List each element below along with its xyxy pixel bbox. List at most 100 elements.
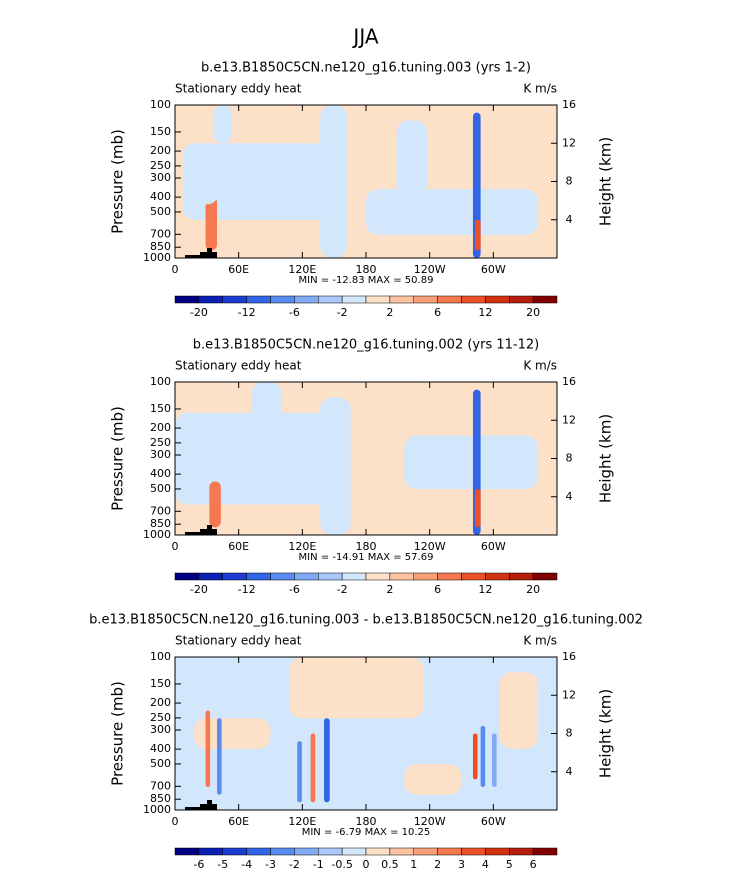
y2-axis-label: Height (km) bbox=[597, 137, 615, 226]
contour-field bbox=[175, 657, 557, 810]
colorbar-box bbox=[341, 295, 367, 304]
x-tick-label: 60E bbox=[228, 815, 249, 828]
colorbar-box bbox=[509, 295, 534, 304]
figure-title: JJA bbox=[351, 25, 378, 49]
topography bbox=[185, 800, 217, 810]
right-label: K m/s bbox=[523, 359, 557, 373]
field-region bbox=[396, 120, 428, 197]
y2-tick-label: 4 bbox=[566, 490, 573, 503]
field-region bbox=[404, 435, 538, 490]
colorbar-box bbox=[174, 295, 200, 304]
left-label: Stationary eddy heat bbox=[175, 82, 302, 96]
field-region bbox=[366, 189, 538, 236]
y2-tick-label: 16 bbox=[562, 375, 576, 388]
field-region bbox=[209, 481, 221, 528]
y-tick-label: 200 bbox=[150, 144, 171, 157]
colorbar-box bbox=[437, 295, 462, 304]
x-tick-label: 120E bbox=[288, 815, 316, 828]
colorbar-box bbox=[532, 295, 558, 304]
y2-tick-label: 8 bbox=[566, 452, 573, 465]
colorbar-label: -12 bbox=[238, 583, 256, 596]
field-region bbox=[310, 733, 316, 803]
stats: MIN = -12.83 MAX = 50.89 bbox=[299, 275, 434, 286]
colorbar-label: 2 bbox=[434, 858, 441, 871]
colorbar-box bbox=[389, 847, 414, 856]
field-region bbox=[320, 105, 347, 258]
y-tick-label: 100 bbox=[150, 98, 171, 111]
field-region bbox=[194, 189, 218, 205]
x-tick-label: 60W bbox=[481, 815, 506, 828]
colorbar-box bbox=[174, 847, 200, 856]
colorbar-box bbox=[437, 572, 462, 581]
x-tick-label: 0 bbox=[172, 263, 179, 276]
colorbar-box bbox=[461, 847, 486, 856]
y-tick-label: 500 bbox=[150, 482, 171, 495]
colorbar-label: -2 bbox=[337, 583, 348, 596]
colorbar-box bbox=[246, 847, 271, 856]
right-label: K m/s bbox=[523, 82, 557, 96]
colorbar-box bbox=[485, 847, 510, 856]
x-tick-label: 0 bbox=[172, 540, 179, 553]
y2-tick-label: 12 bbox=[562, 688, 576, 701]
y-tick-label: 100 bbox=[150, 650, 171, 663]
y2-tick-label: 16 bbox=[562, 98, 576, 111]
colorbar-label: -0.5 bbox=[331, 858, 352, 871]
y-tick-label: 200 bbox=[150, 696, 171, 709]
y-tick-label: 500 bbox=[150, 205, 171, 218]
y-tick-label: 700 bbox=[150, 227, 171, 240]
colorbar-label: 1 bbox=[410, 858, 417, 871]
y-tick-label: 850 bbox=[150, 792, 171, 805]
y-tick-label: 250 bbox=[150, 436, 171, 449]
y-tick-label: 150 bbox=[150, 402, 171, 415]
x-tick-label: 60E bbox=[228, 263, 249, 276]
field-region bbox=[289, 657, 424, 719]
colorbar-box bbox=[485, 572, 510, 581]
colorbar-label: 12 bbox=[478, 583, 492, 596]
x-tick-label: 180 bbox=[356, 540, 377, 553]
colorbar-box bbox=[198, 295, 223, 304]
x-tick-label: 120W bbox=[414, 263, 446, 276]
field-region bbox=[499, 672, 538, 749]
colorbar-box bbox=[246, 572, 271, 581]
y-tick-label: 400 bbox=[150, 467, 171, 480]
colorbar-box bbox=[294, 295, 319, 304]
left-label: Stationary eddy heat bbox=[175, 359, 302, 373]
field-region bbox=[213, 105, 233, 144]
x-tick-label: 60W bbox=[481, 540, 506, 553]
colorbar-box bbox=[294, 847, 319, 856]
field-region bbox=[472, 733, 478, 780]
x-tick-label: 60E bbox=[228, 540, 249, 553]
y-tick-label: 500 bbox=[150, 757, 171, 770]
colorbar-box bbox=[294, 572, 319, 581]
field-region bbox=[205, 196, 218, 251]
colorbar-label: 0.5 bbox=[381, 858, 399, 871]
right-label: K m/s bbox=[523, 634, 557, 648]
colorbar-box bbox=[532, 847, 558, 856]
colorbar-box bbox=[341, 847, 367, 856]
x-tick-label: 120E bbox=[288, 540, 316, 553]
colorbar-label: -12 bbox=[238, 306, 256, 319]
y-tick-label: 250 bbox=[150, 711, 171, 724]
colorbar-label: -6 bbox=[289, 583, 300, 596]
field-region bbox=[492, 733, 497, 788]
y-tick-label: 400 bbox=[150, 190, 171, 203]
colorbar-box bbox=[413, 295, 438, 304]
colorbar-box bbox=[198, 572, 223, 581]
colorbar-box bbox=[509, 572, 534, 581]
x-tick-label: 120E bbox=[288, 263, 316, 276]
field-region bbox=[480, 725, 486, 788]
contour-field bbox=[175, 105, 557, 259]
field-region bbox=[474, 219, 481, 251]
y-tick-label: 150 bbox=[150, 677, 171, 690]
y-tick-label: 250 bbox=[150, 159, 171, 172]
colorbar-label: -6 bbox=[193, 858, 204, 871]
colorbar-label: -5 bbox=[217, 858, 228, 871]
y-tick-label: 1000 bbox=[143, 528, 171, 541]
field-region bbox=[175, 412, 347, 505]
contour-field bbox=[175, 382, 557, 535]
colorbar-box bbox=[318, 572, 343, 581]
colorbar-label: 6 bbox=[530, 858, 537, 871]
topography bbox=[185, 248, 217, 258]
colorbar-box bbox=[485, 295, 510, 304]
